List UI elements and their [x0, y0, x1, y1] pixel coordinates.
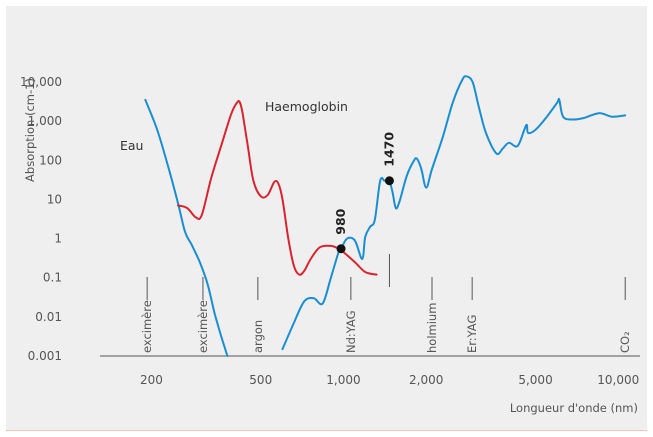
x-tick-label: 10,000: [597, 373, 639, 387]
y-tick-label: 1,000: [28, 114, 62, 128]
laser-label: excimère: [140, 300, 154, 353]
series-label-eau: Eau: [120, 138, 143, 153]
laser-label: holmium: [425, 303, 439, 353]
y-tick-label: 0.1: [43, 271, 62, 285]
laser-label: Nd:YAG: [344, 311, 358, 354]
axes: 10,000 1,000 100 10 1 0.1 0.01 0.001 200 500 1,000…: [20, 75, 640, 387]
y-tick-label: 10: [47, 192, 62, 206]
series-line-eau: [281, 75, 627, 351]
y-axis-title: Absorption (cm-1): [23, 78, 37, 182]
x-tick-label: 200: [140, 373, 163, 387]
x-axis-title: Longueur d'onde (nm): [510, 401, 638, 415]
data-point-label: 980: [333, 208, 348, 234]
laser-label: argon: [251, 320, 265, 353]
series-line-eau: [144, 98, 229, 357]
data-point-1470: [384, 176, 394, 186]
x-tick-label: 2,000: [409, 373, 443, 387]
series-lines: [144, 75, 627, 357]
y-tick-label: 100: [39, 153, 62, 167]
x-tick-label: 500: [249, 373, 272, 387]
chart-background: [6, 6, 647, 431]
panel-bottom-border: [6, 430, 647, 431]
highlighted-points: 980 1470: [333, 132, 396, 254]
x-tick-label: 5,000: [518, 373, 552, 387]
data-point-980: [336, 244, 346, 254]
laser-label: CO₂: [618, 331, 632, 353]
series-label-haemoglobin: Haemoglobin: [265, 99, 348, 114]
laser-label: Er:YAG: [465, 315, 479, 353]
laser-label: excimère: [196, 300, 210, 353]
series-line-haemoglobin: [177, 100, 378, 276]
y-tick-label: 0.001: [28, 349, 62, 363]
y-tick-label: 0.01: [35, 310, 62, 324]
data-point-label: 1470: [381, 132, 396, 167]
x-tick-label: 1,000: [326, 373, 360, 387]
y-tick-label: 10,000: [20, 75, 62, 89]
laser-markers: excimère excimère argon Nd:YAG holmium Er:YAG…: [140, 254, 632, 353]
y-tick-label: 1: [54, 232, 62, 246]
